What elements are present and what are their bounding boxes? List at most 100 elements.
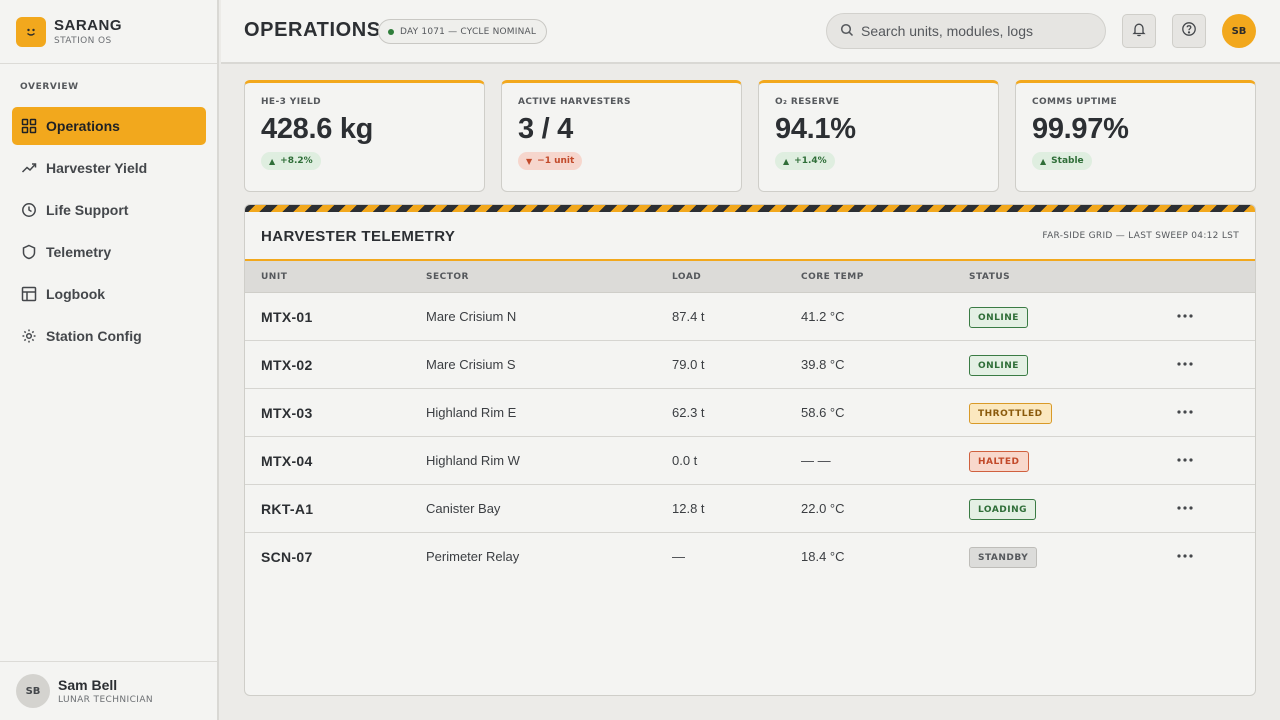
more-options-icon[interactable]	[1174, 497, 1196, 519]
sidebar-item-operations[interactable]: Operations	[12, 107, 206, 145]
kpi-value: 3 / 4	[518, 113, 573, 145]
sidebar-item-logbook[interactable]: Logbook	[12, 275, 206, 313]
kpi-value: 428.6 kg	[261, 113, 374, 145]
chevron-up-icon: ▲	[269, 156, 276, 166]
status-badge: LOADING	[969, 499, 1037, 520]
sidebar-item-life-support[interactable]: Life Support	[12, 191, 206, 229]
cell-load: 12.8 t	[672, 501, 705, 516]
status-badge: ONLINE	[969, 307, 1028, 328]
table-icon	[21, 286, 37, 302]
cell-core-temp: — —	[801, 453, 831, 468]
column-header-load[interactable]: LOAD	[672, 272, 702, 282]
kpi-value: 94.1%	[775, 113, 856, 145]
cell-load: 0.0 t	[672, 453, 698, 468]
grid-icon	[21, 118, 37, 134]
search-input[interactable]	[861, 23, 1091, 39]
sidebar-item-station-config[interactable]: Station Config	[12, 317, 206, 355]
cell-sector: Highland Rim W	[426, 453, 520, 468]
cell-core-temp: 22.0 °C	[801, 501, 845, 516]
cell-core-temp: 18.4 °C	[801, 549, 845, 564]
column-header-unit[interactable]: UNIT	[261, 272, 288, 282]
sidebar-item-label: Telemetry	[46, 244, 112, 260]
sidebar-item-telemetry[interactable]: Telemetry	[12, 233, 206, 271]
search-box[interactable]	[826, 13, 1106, 49]
sidebar-item-label: Life Support	[46, 202, 129, 218]
cell-unit: SCN-07	[261, 549, 313, 565]
kpi-delta-badge: ▲ Stable	[1032, 152, 1092, 170]
cell-unit: MTX-04	[261, 453, 313, 469]
avatar: SB	[16, 674, 50, 708]
kpi-delta-text: +8.2%	[280, 156, 313, 166]
cell-load: —	[672, 549, 685, 564]
column-header-core-temp[interactable]: CORE TEMP	[801, 272, 864, 282]
table-row[interactable]: MTX-01 Mare Crisium N 87.4 t 41.2 °C ONL…	[245, 293, 1255, 341]
sidebar-item-label: Station Config	[46, 328, 142, 344]
trend-icon	[21, 160, 37, 176]
kpi-card-o2-reserve: O₂ RESERVE 94.1% ▲ +1.4%	[758, 80, 999, 192]
cell-sector: Highland Rim E	[426, 405, 517, 420]
cell-unit: MTX-03	[261, 405, 313, 421]
cell-core-temp: 58.6 °C	[801, 405, 845, 420]
avatar[interactable]: SB	[1222, 14, 1256, 48]
table-row[interactable]: RKT-A1 Canister Bay 12.8 t 22.0 °C LOADI…	[245, 485, 1255, 533]
cell-load: 62.3 t	[672, 405, 705, 420]
notifications-button[interactable]	[1122, 14, 1156, 48]
cell-load: 79.0 t	[672, 357, 705, 372]
table-row[interactable]: MTX-04 Highland Rim W 0.0 t — — HALTED	[245, 437, 1255, 485]
sidebar-item-harvester-yield[interactable]: Harvester Yield	[12, 149, 206, 187]
cell-core-temp: 39.8 °C	[801, 357, 845, 372]
sidebar: SARANG STATION OS OVERVIEW Operations Ha…	[0, 0, 219, 720]
kpi-delta-badge: ▲ +1.4%	[775, 152, 835, 170]
status-dot-icon	[388, 28, 394, 35]
more-options-icon[interactable]	[1174, 545, 1196, 567]
cell-sector: Canister Bay	[426, 501, 501, 516]
help-button[interactable]	[1172, 14, 1206, 48]
user-name: Sam Bell	[58, 677, 118, 693]
panel-header: HARVESTER TELEMETRY FAR-SIDE GRID — LAST…	[245, 212, 1255, 261]
cell-unit: MTX-01	[261, 309, 313, 325]
more-options-icon[interactable]	[1174, 401, 1196, 423]
sidebar-item-label: Operations	[46, 118, 120, 134]
cycle-status-text: DAY 1071 — CYCLE NOMINAL	[400, 26, 537, 37]
brand-logo-icon	[16, 16, 46, 47]
brand[interactable]: SARANG STATION OS	[0, 0, 217, 64]
cell-unit: RKT-A1	[261, 501, 314, 517]
shield-icon	[21, 244, 37, 260]
cell-load: 87.4 t	[672, 309, 705, 324]
harvester-telemetry-panel: HARVESTER TELEMETRY FAR-SIDE GRID — LAST…	[244, 204, 1256, 696]
chevron-down-icon: ▼	[526, 156, 533, 166]
sidebar-item-label: Logbook	[46, 286, 106, 302]
bell-icon	[1131, 21, 1147, 41]
help-icon	[1181, 21, 1197, 41]
kpi-card-he3-yield: HE-3 YIELD 428.6 kg ▲ +8.2%	[244, 80, 485, 192]
user-role: LUNAR TECHNICIAN	[58, 695, 154, 705]
status-badge: STANDBY	[969, 547, 1038, 568]
status-badge: HALTED	[969, 451, 1029, 472]
cell-core-temp: 41.2 °C	[801, 309, 845, 324]
cycle-status-badge: DAY 1071 — CYCLE NOMINAL	[378, 19, 548, 44]
kpi-delta-badge: ▼ −1 unit	[518, 152, 583, 170]
cell-sector: Mare Crisium S	[426, 357, 516, 372]
table-row[interactable]: MTX-02 Mare Crisium S 79.0 t 39.8 °C ONL…	[245, 341, 1255, 389]
more-options-icon[interactable]	[1174, 449, 1196, 471]
column-header-sector[interactable]: SECTOR	[426, 272, 469, 282]
kpi-label: COMMS UPTIME	[1032, 97, 1118, 107]
more-options-icon[interactable]	[1174, 353, 1196, 375]
status-badge: THROTTLED	[969, 403, 1052, 424]
nav-section-label: OVERVIEW	[20, 82, 79, 92]
search-icon	[840, 22, 854, 41]
table-row[interactable]: SCN-07 Perimeter Relay — 18.4 °C STANDBY	[245, 533, 1255, 581]
brand-subtitle: STATION OS	[54, 36, 112, 46]
more-options-icon[interactable]	[1174, 305, 1196, 327]
table-row[interactable]: MTX-03 Highland Rim E 62.3 t 58.6 °C THR…	[245, 389, 1255, 437]
clock-icon	[21, 202, 37, 218]
kpi-delta-text: −1 unit	[537, 156, 575, 166]
kpi-delta-badge: ▲ +8.2%	[261, 152, 321, 170]
user-profile[interactable]: SB Sam Bell LUNAR TECHNICIAN	[0, 661, 217, 720]
column-header-status[interactable]: STATUS	[969, 272, 1011, 282]
status-badge: ONLINE	[969, 355, 1028, 376]
sidebar-item-label: Harvester Yield	[46, 160, 148, 176]
page-title: OPERATIONS	[244, 19, 381, 41]
kpi-value: 99.97%	[1032, 113, 1129, 145]
panel-meta: FAR-SIDE GRID — LAST SWEEP 04:12 LST	[1042, 231, 1239, 241]
